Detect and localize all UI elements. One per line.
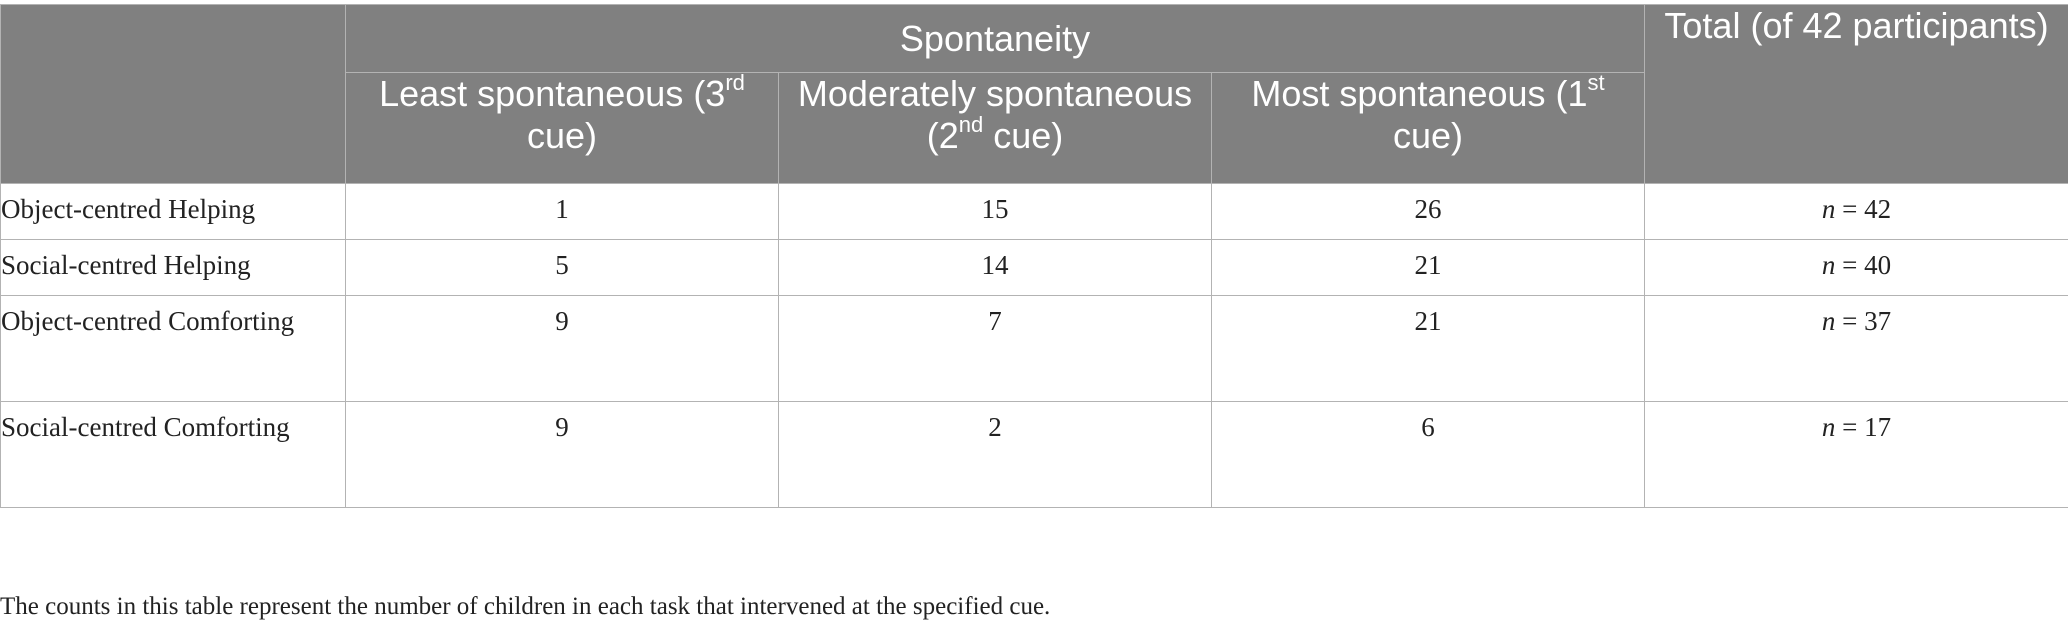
- least-spontaneous-count: 5: [345, 239, 779, 296]
- least-spontaneous-count: 9: [345, 295, 779, 402]
- empty-corner-cell: [0, 4, 346, 184]
- column-header-least-spontaneous: Least spontaneous (3rd cue): [345, 72, 779, 184]
- table-row: Object-centred Comforting 9 7 21 n = 37: [0, 295, 2068, 402]
- total-count: n = 37: [1644, 295, 2068, 402]
- table-footnote: The counts in this table represent the n…: [0, 593, 1051, 620]
- moderately-spontaneous-count: 15: [778, 183, 1212, 240]
- most-spontaneous-count: 21: [1211, 295, 1645, 402]
- results-table: Spontaneity Total (of 42 participants) L…: [0, 4, 2068, 508]
- table-row: Social-centred Helping 5 14 21 n = 40: [0, 239, 2068, 296]
- moderately-spontaneous-count: 14: [778, 239, 1212, 296]
- most-spontaneous-count: 6: [1211, 401, 1645, 508]
- row-label: Object-centred Comforting: [0, 295, 346, 402]
- table-row: Object-centred Helping 1 15 26 n = 42: [0, 183, 2068, 240]
- spontaneity-group-header: Spontaneity: [345, 4, 1645, 73]
- total-count: n = 42: [1644, 183, 2068, 240]
- least-spontaneous-count: 1: [345, 183, 779, 240]
- row-label: Social-centred Comforting: [0, 401, 346, 508]
- moderately-spontaneous-count: 7: [778, 295, 1212, 402]
- row-label: Object-centred Helping: [0, 183, 346, 240]
- row-label: Social-centred Helping: [0, 239, 346, 296]
- total-column-header: Total (of 42 participants): [1644, 4, 2068, 184]
- most-spontaneous-count: 21: [1211, 239, 1645, 296]
- table-header: Spontaneity Total (of 42 participants) L…: [0, 4, 2068, 184]
- table-row: Social-centred Comforting 9 2 6 n = 17: [0, 401, 2068, 508]
- total-count: n = 17: [1644, 401, 2068, 508]
- table-body: Object-centred Helping 1 15 26 n = 42 So…: [0, 183, 2068, 508]
- most-spontaneous-count: 26: [1211, 183, 1645, 240]
- column-header-moderately-spontaneous: Moderately spontaneous (2nd cue): [778, 72, 1212, 184]
- total-count: n = 40: [1644, 239, 2068, 296]
- moderately-spontaneous-count: 2: [778, 401, 1212, 508]
- column-header-most-spontaneous: Most spontaneous (1st cue): [1211, 72, 1645, 184]
- least-spontaneous-count: 9: [345, 401, 779, 508]
